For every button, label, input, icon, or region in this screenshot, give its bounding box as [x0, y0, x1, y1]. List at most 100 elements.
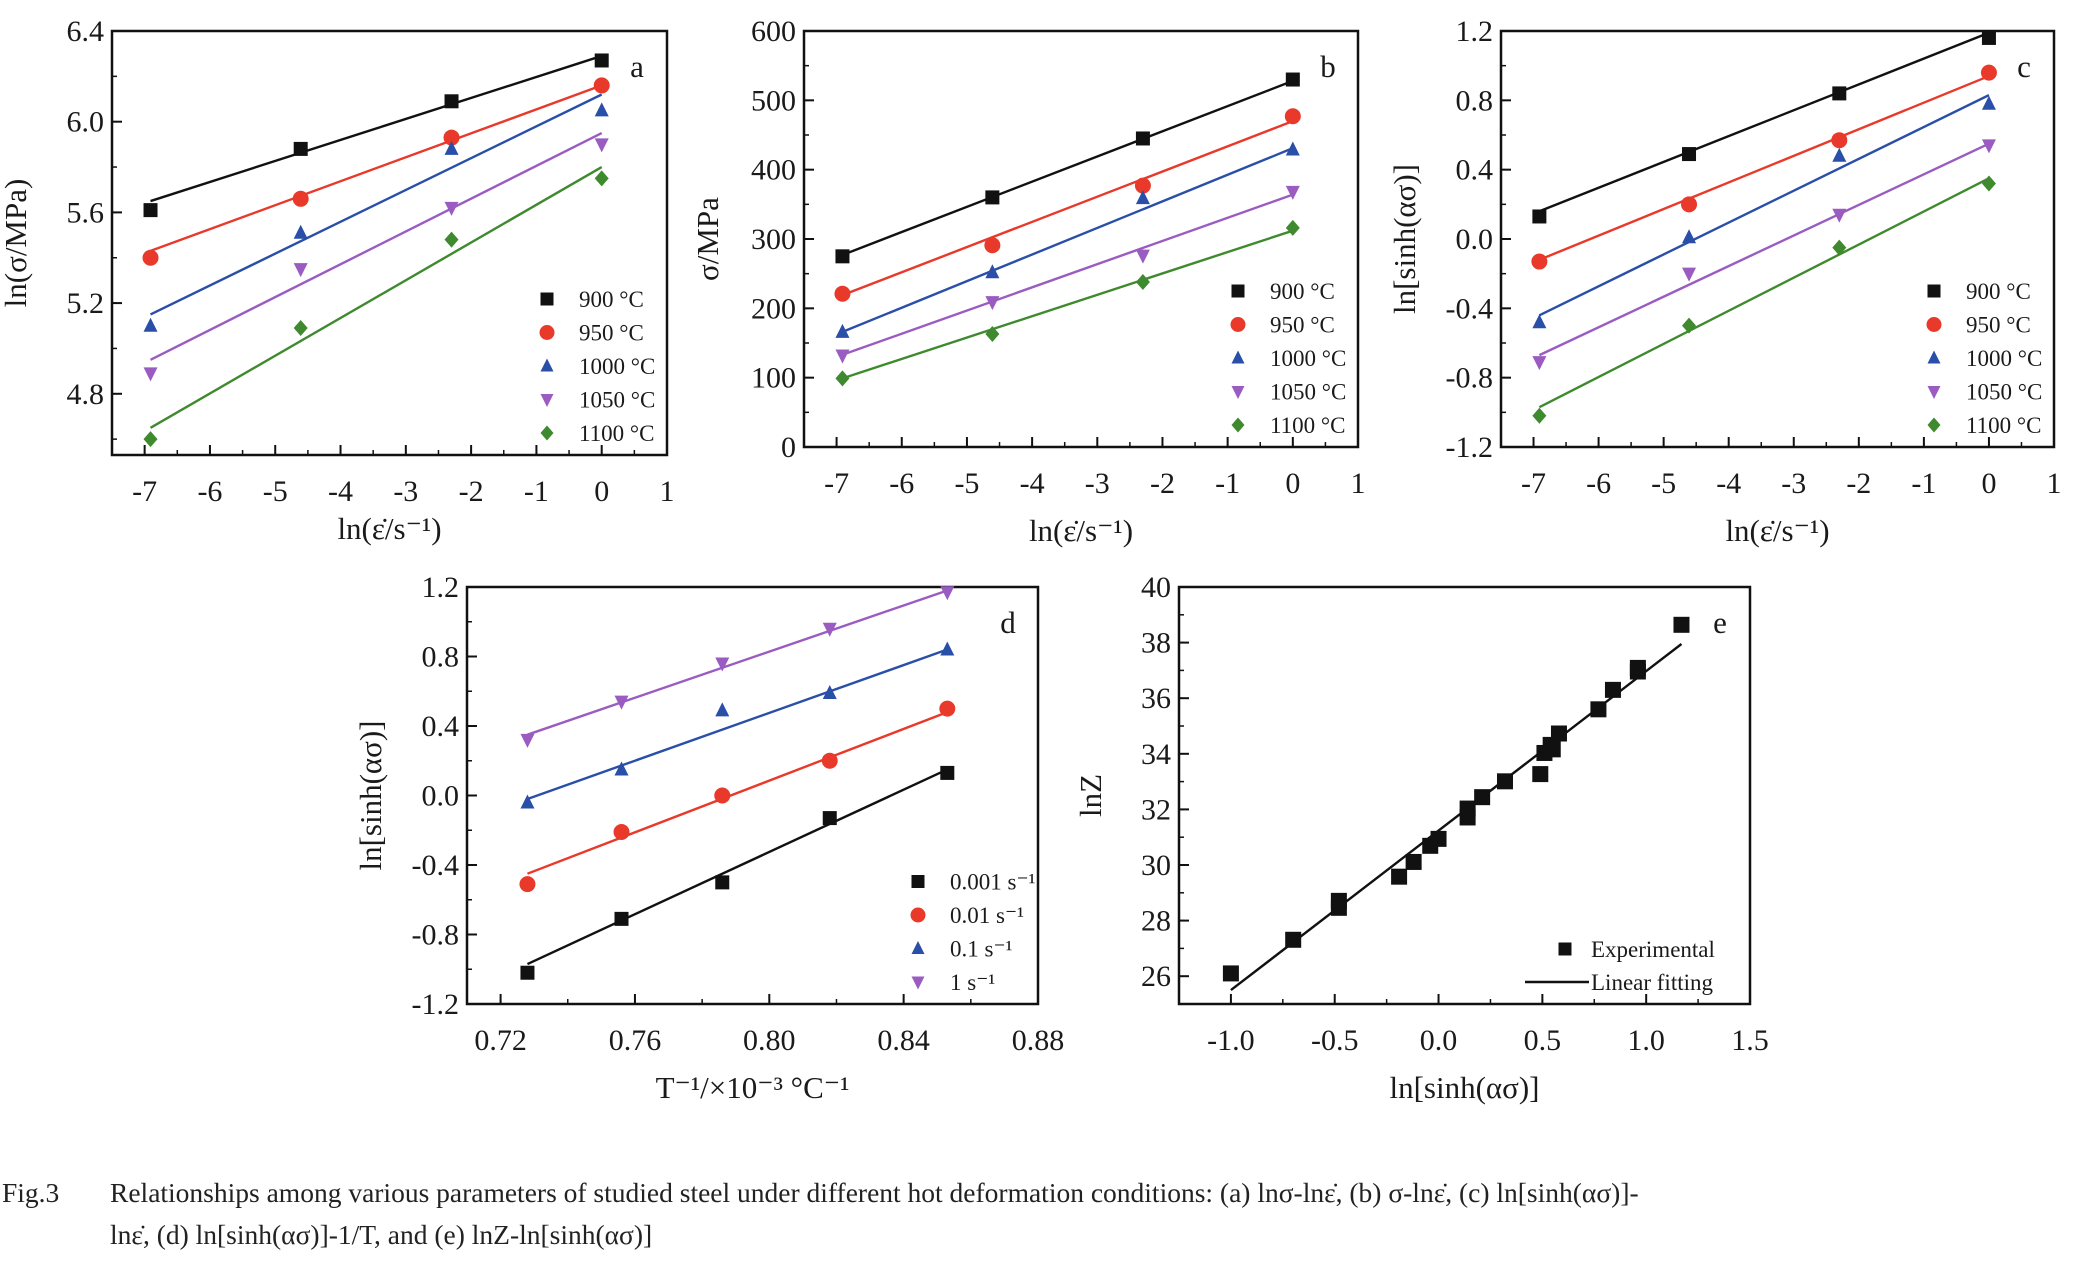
data-point: [444, 201, 459, 216]
data-point: [444, 94, 459, 109]
y-tick-label: 36: [1141, 682, 1171, 715]
x-tick-label: -6: [1586, 467, 1611, 500]
x-tick-label: -7: [132, 475, 157, 508]
y-tick-label: -1.2: [1446, 431, 1494, 464]
fit-line: [842, 229, 1294, 380]
legend-item: 0.1 s⁻¹: [911, 937, 1013, 962]
legend-item: Experimental: [1558, 937, 1715, 962]
fit-line: [150, 54, 603, 203]
y-tick-label: 38: [1141, 627, 1171, 660]
data-point: [940, 586, 955, 601]
legend-label: 950 °C: [1966, 313, 2031, 338]
x-tick-label: 1: [660, 475, 675, 508]
series-1050-c: [835, 185, 1300, 364]
data-point: [715, 702, 730, 717]
legend: 0.001 s⁻¹ 0.01 s⁻¹ 0.1 s⁻¹ 1 s⁻¹: [910, 870, 1036, 995]
x-tick-label: -1: [524, 475, 549, 508]
data-point: [835, 323, 850, 338]
data-point: [519, 876, 536, 893]
data-point: [1135, 273, 1150, 290]
data-point: [939, 700, 956, 717]
x-tick-label: 0.84: [877, 1024, 930, 1057]
data-point: [985, 325, 1000, 342]
x-tick-label: -4: [1020, 467, 1045, 500]
data-point: [1682, 267, 1697, 282]
y-tick-label: 34: [1141, 738, 1171, 771]
data-point: [1682, 147, 1697, 162]
y-tick-label: 500: [751, 84, 796, 117]
data-point: [1832, 239, 1847, 256]
chart-panel-d: 0.72 0.76 0.80 0.84 0.88 -1.2 -0.8 -0.4 0.0 0.4 0.…: [353, 571, 1064, 1105]
data-point: [1681, 196, 1698, 213]
fit-line: [842, 120, 1294, 297]
x-tick-label: 1: [1351, 467, 1366, 500]
legend-marker-icon: [540, 358, 554, 372]
legend-marker-icon: [1230, 317, 1246, 332]
x-tick-label: 1.5: [1731, 1024, 1769, 1057]
x-tick-label: -7: [1521, 467, 1546, 500]
y-axis-title: ln[sinh(ασ)]: [1387, 164, 1422, 314]
panel-label: a: [630, 49, 644, 84]
y-tick-label: 5.6: [67, 196, 105, 229]
panel-label: e: [1713, 605, 1727, 640]
x-tick-label: -4: [1716, 467, 1741, 500]
fit-line: [150, 84, 603, 253]
legend-marker-icon: [1231, 386, 1245, 399]
fit-line: [842, 79, 1294, 257]
panel-label: b: [1320, 49, 1336, 84]
data-point: [1832, 147, 1847, 162]
data-point: [142, 249, 159, 266]
x-tick-label: -3: [393, 475, 418, 508]
data-point: [984, 237, 1001, 254]
fit-line: [842, 193, 1294, 356]
y-tick-label: 0.0: [422, 780, 460, 813]
data-point: [613, 823, 630, 840]
series-1100-c: [143, 166, 609, 448]
data-point: [520, 733, 535, 748]
y-tick-label: 32: [1141, 793, 1171, 826]
data-point: [143, 317, 158, 332]
y-tick-label: 1.2: [1456, 15, 1494, 48]
legend-item: Linear fitting: [1525, 970, 1713, 995]
legend-marker-icon: [1558, 942, 1572, 956]
data-point: [834, 285, 851, 302]
data-point: [1682, 229, 1697, 244]
series-900-c: [1532, 30, 1996, 224]
legend-label: 1050 °C: [579, 388, 655, 413]
fit-line: [149, 166, 603, 429]
data-point: [1285, 185, 1300, 200]
y-tick-label: 30: [1141, 849, 1171, 882]
legend-item: 950 °C: [1230, 313, 1335, 338]
legend-marker-icon: [911, 875, 925, 888]
x-tick-label: 0.72: [474, 1024, 527, 1057]
data-point: [715, 657, 730, 672]
legend-item: 1050 °C: [540, 388, 655, 413]
chart-panel-e: -1.0 -0.5 0.0 0.5 1.0 1.5 26 28 30 32 34 36 38 40 ln[s…: [1073, 571, 1769, 1105]
data-point: [822, 684, 837, 699]
data-point: [1981, 175, 1996, 192]
figure-3: -7 -6 -5 -4 -3 -2 -1 0 1 4.8 5.2 5.6 6.0 6.4 ln(ε̇/s⁻¹…: [0, 15, 2062, 1105]
data-point: [293, 141, 308, 156]
data-point: [835, 370, 850, 387]
x-tick-label: -1.0: [1207, 1024, 1255, 1057]
fit-line: [527, 648, 948, 801]
data-point: [1391, 868, 1408, 885]
x-tick-label: -3: [1085, 467, 1110, 500]
y-axis-title: ln(σ/MPa): [0, 179, 33, 308]
data-point: [715, 875, 730, 890]
fit-line: [527, 710, 948, 875]
legend-label: 1050 °C: [1270, 380, 1346, 405]
chart-panel-b: -7 -6 -5 -4 -3 -2 -1 0 1 0 100 200 300 400 500 600 ln(ε̇…: [690, 15, 1366, 548]
data-point: [821, 752, 838, 769]
fit-line: [527, 589, 948, 736]
data-point: [1629, 659, 1646, 676]
legend-label: 1050 °C: [1966, 380, 2042, 405]
legend-marker-icon: [539, 325, 555, 340]
series-900-c: [835, 72, 1300, 264]
x-axis-title: ln[sinh(ασ)]: [1389, 1070, 1539, 1105]
x-axis-title: T⁻¹/×10⁻³ °C⁻¹: [656, 1070, 850, 1105]
legend-item: 900 °C: [540, 287, 644, 312]
series-950-c: [1531, 64, 1997, 270]
figure-number: Fig.3: [2, 1177, 60, 1208]
x-tick-label: -1: [1911, 467, 1936, 500]
